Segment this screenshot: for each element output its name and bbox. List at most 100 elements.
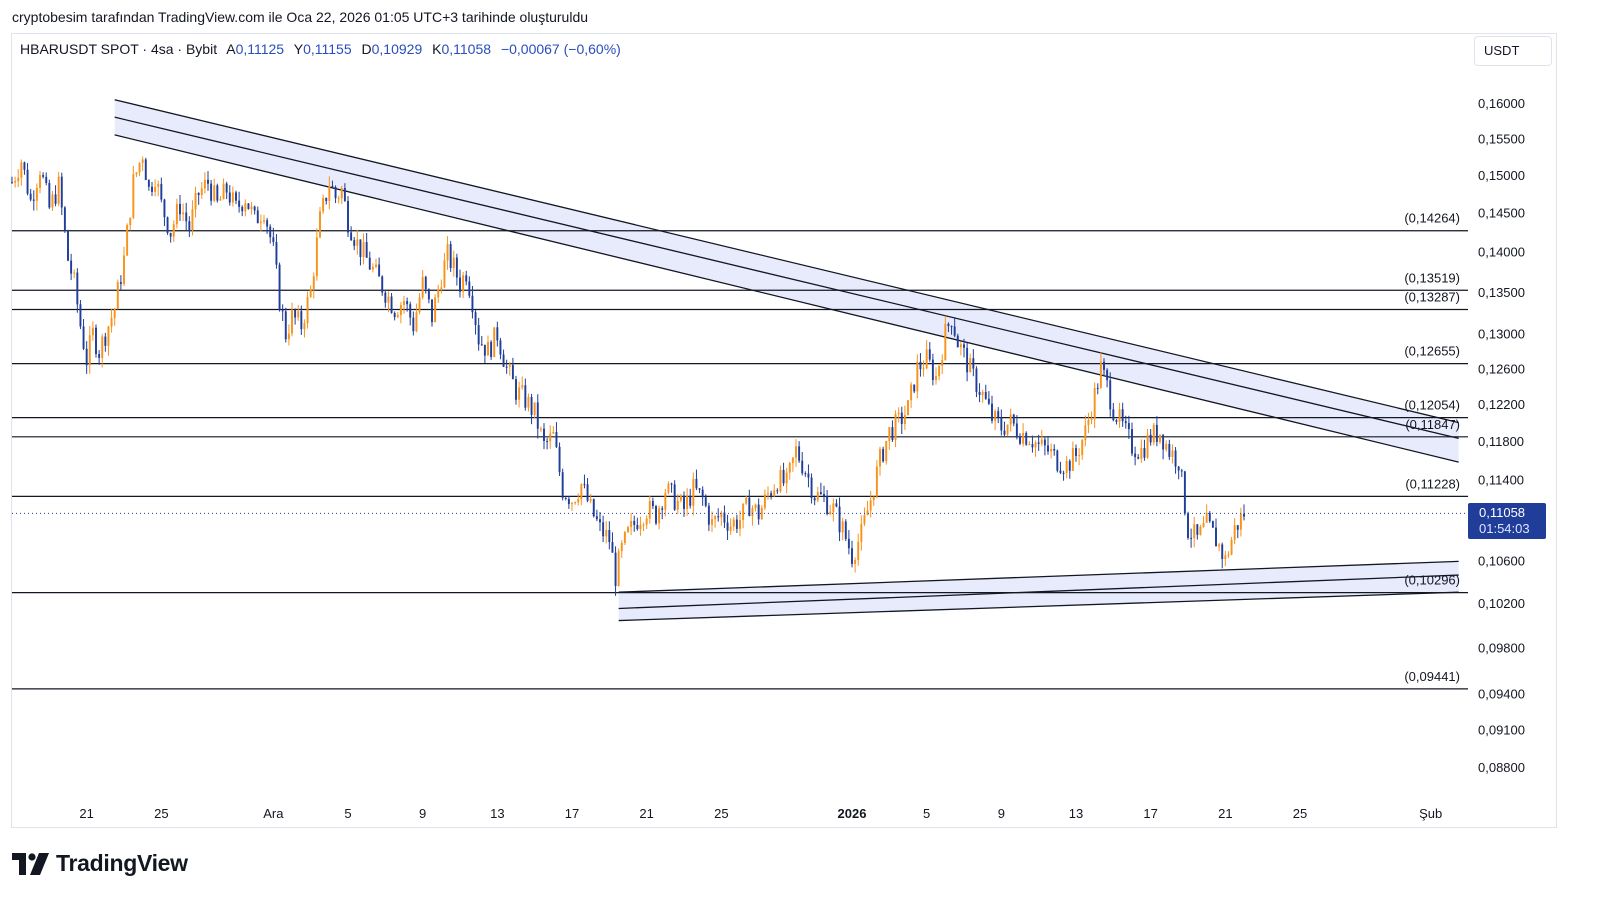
- currency-selector[interactable]: USDT: [1474, 36, 1552, 66]
- candle-body: [941, 360, 944, 366]
- level-label: (0,13519): [1404, 270, 1460, 285]
- level-label: (0,14264): [1404, 211, 1460, 226]
- candle-body: [253, 206, 256, 211]
- candle-body: [723, 512, 726, 523]
- time-tick-label: 17: [1143, 806, 1157, 821]
- candle-body: [499, 340, 502, 355]
- candle-body: [1015, 423, 1018, 437]
- candle-body: [175, 203, 178, 225]
- candle-body: [191, 209, 194, 230]
- candle-body: [1071, 448, 1074, 471]
- candle-body: [1053, 448, 1056, 451]
- candle-body: [172, 224, 175, 237]
- candle-body: [1243, 513, 1245, 517]
- time-tick-label: 21: [79, 806, 93, 821]
- candle-body: [1025, 432, 1028, 445]
- high-label: Y: [293, 41, 304, 57]
- candle-body: [1068, 461, 1071, 471]
- candle-body: [1103, 361, 1105, 370]
- candle-body: [841, 521, 844, 533]
- candle-body: [365, 242, 368, 258]
- candle-body: [222, 183, 225, 200]
- candle-body: [160, 183, 163, 200]
- candle-body: [1218, 544, 1221, 547]
- candle-body: [714, 516, 717, 520]
- change-value: −0,00067 (−0,60%): [500, 41, 621, 57]
- candle-body: [228, 192, 231, 203]
- candle-body: [533, 402, 536, 415]
- candle-body: [717, 516, 720, 518]
- candle-body: [487, 341, 489, 356]
- candle-body: [676, 500, 679, 510]
- candle-body: [751, 508, 754, 517]
- candle-body: [959, 344, 962, 348]
- candle-body: [294, 309, 297, 318]
- candle-body: [574, 502, 577, 504]
- candle-body: [595, 516, 598, 520]
- candle-body: [147, 180, 150, 187]
- candle-body: [79, 304, 82, 327]
- time-tick-label: 13: [1069, 806, 1083, 821]
- candle-body: [182, 212, 185, 215]
- candle-body: [1187, 513, 1189, 538]
- chart-pane[interactable]: [11, 33, 1557, 828]
- candle-body: [418, 297, 421, 313]
- candle-body: [770, 493, 773, 496]
- candle-body: [1199, 526, 1202, 535]
- candle-body: [188, 221, 191, 230]
- candle-body: [119, 282, 122, 284]
- candle-body: [197, 192, 200, 195]
- candle-body: [1159, 434, 1161, 442]
- candle-body: [891, 427, 894, 440]
- ascending-channel-fill: [618, 561, 1459, 621]
- candle-body: [393, 312, 396, 318]
- candle-body: [651, 501, 654, 507]
- time-tick-label: 17: [565, 806, 579, 821]
- candle-body: [508, 364, 511, 367]
- candle-body: [810, 477, 813, 499]
- candle-body: [1043, 439, 1046, 446]
- candle-body: [1084, 425, 1087, 441]
- candle-body: [757, 504, 760, 520]
- candle-body: [1075, 448, 1077, 456]
- open-value: 0,11125: [235, 41, 285, 57]
- candle-body: [1065, 461, 1068, 474]
- candle-body: [287, 333, 290, 340]
- price-tick-label: 0,10600: [1478, 553, 1525, 568]
- candle-body: [269, 226, 272, 238]
- candle-body: [32, 199, 35, 201]
- tradingview-logo[interactable]: TradingView: [12, 850, 188, 877]
- candle-body: [801, 460, 804, 474]
- candle-body: [1115, 420, 1118, 422]
- candle-body: [869, 500, 872, 511]
- candle-body: [586, 484, 589, 501]
- candle-body: [350, 232, 353, 241]
- price-tick-label: 0,12600: [1478, 361, 1525, 376]
- candle-body: [732, 519, 735, 527]
- candle-body: [984, 392, 987, 399]
- candle-body: [104, 336, 107, 346]
- time-tick-label: 25: [154, 806, 168, 821]
- candle-body: [1096, 387, 1099, 389]
- candle-body: [683, 495, 685, 509]
- tradingview-wordmark: TradingView: [56, 850, 188, 876]
- candle-body: [502, 354, 505, 367]
- candle-body: [331, 186, 334, 188]
- candle-body: [431, 299, 433, 323]
- symbol-name[interactable]: HBARUSDT SPOT · 4sa · Bybit: [20, 41, 218, 57]
- candle-body: [1202, 522, 1205, 527]
- candle-body: [85, 348, 88, 366]
- candle-body: [1047, 445, 1049, 452]
- candle-body: [866, 510, 869, 516]
- time-tick-label: 5: [344, 806, 351, 821]
- open-label: A: [226, 41, 236, 57]
- candle-body: [966, 347, 969, 373]
- candle-body: [459, 277, 461, 292]
- candle-body: [399, 304, 402, 316]
- level-label: (0,13287): [1404, 289, 1460, 304]
- bar-countdown: 01:54:03: [1479, 521, 1530, 537]
- candle-body: [390, 296, 393, 313]
- candle-body: [623, 531, 626, 543]
- ascending-channel-line-1: [618, 560, 1459, 593]
